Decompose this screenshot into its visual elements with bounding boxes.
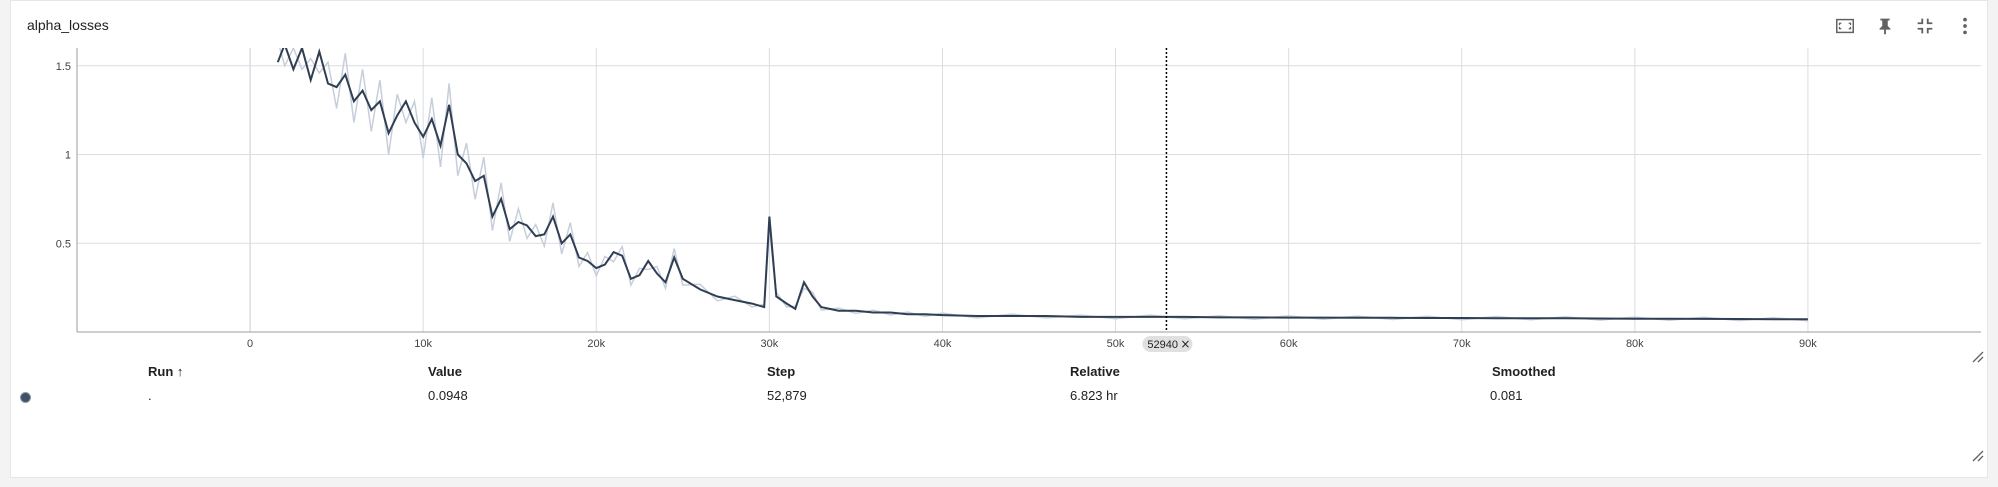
step-column-header[interactable]: Step (767, 364, 796, 379)
sort-arrow-icon: ↑ (176, 364, 184, 379)
x-tick-label: 20k (587, 338, 605, 350)
table-row: . 0.0948 52,879 6.823 hr 0.081 (0, 388, 1978, 408)
line-chart[interactable]: 52940 × 0 10k 20k 30k 40k 50k 60k 70k 80k 90k 0.5 1… (0, 0, 1998, 360)
fit-domain-icon (1836, 18, 1854, 34)
grid-lines (77, 48, 1981, 332)
series-raw-line (278, 48, 1808, 322)
x-tick-label: 10k (414, 338, 432, 350)
run-header-label: Run (148, 364, 174, 379)
x-tick-label: 50k (1107, 338, 1125, 350)
x-tick-label: 30k (760, 338, 778, 350)
run-color-dot (20, 392, 31, 403)
step-cell: 52,879 (767, 388, 807, 403)
run-name: . (148, 388, 152, 403)
card-toolbar (1825, 13, 1985, 37)
series-line[interactable] (276, 44, 1808, 321)
value-column-header[interactable]: Value (428, 364, 462, 379)
chart-card: alpha_losses (10, 0, 1988, 478)
cursor-close-icon[interactable]: × (1180, 337, 1190, 351)
x-tick-label: 0 (247, 338, 253, 350)
axes (76, 48, 1981, 333)
pin-icon (1879, 18, 1891, 35)
more-vert-icon (1963, 17, 1967, 35)
resize-handle-icon[interactable] (1971, 449, 1985, 463)
series-lines (276, 44, 1808, 322)
step-cursor: 52940 × (1142, 48, 1193, 352)
x-tick-label: 70k (1453, 338, 1471, 350)
run-column-header[interactable]: Run ↑ (148, 364, 183, 379)
card-title: alpha_losses (27, 17, 109, 33)
relative-cell: 6.823 hr (1070, 388, 1118, 403)
more-options-button[interactable] (1945, 13, 1985, 39)
value-cell: 0.0948 (428, 388, 468, 403)
x-tick-label: 60k (1280, 338, 1298, 350)
cursor-step-chip[interactable] (1142, 336, 1193, 352)
tick-labels: 0 10k 20k 30k 40k 50k 60k 70k 80k 90k 0.5 1 1.5 (56, 61, 1818, 350)
collapse-button[interactable] (1905, 13, 1945, 39)
x-tick-label: 90k (1799, 338, 1817, 350)
y-tick-label: 1 (65, 150, 71, 162)
collapse-icon (1917, 18, 1933, 34)
smoothed-column-header[interactable]: Smoothed (1492, 364, 1556, 379)
x-tick-label: 80k (1626, 338, 1644, 350)
y-tick-label: 0.5 (56, 238, 71, 250)
pin-button[interactable] (1865, 13, 1905, 39)
x-tick-label: 40k (934, 338, 952, 350)
smoothed-cell: 0.081 (1490, 388, 1523, 403)
resize-handle-icon[interactable] (1971, 350, 1985, 364)
relative-column-header[interactable]: Relative (1070, 364, 1120, 379)
cursor-step-label: 52940 (1147, 339, 1178, 351)
fit-domain-button[interactable] (1825, 13, 1865, 39)
y-tick-label: 1.5 (56, 61, 71, 73)
data-table-header: Run ↑ Value Step Relative Smoothed (0, 364, 1978, 384)
